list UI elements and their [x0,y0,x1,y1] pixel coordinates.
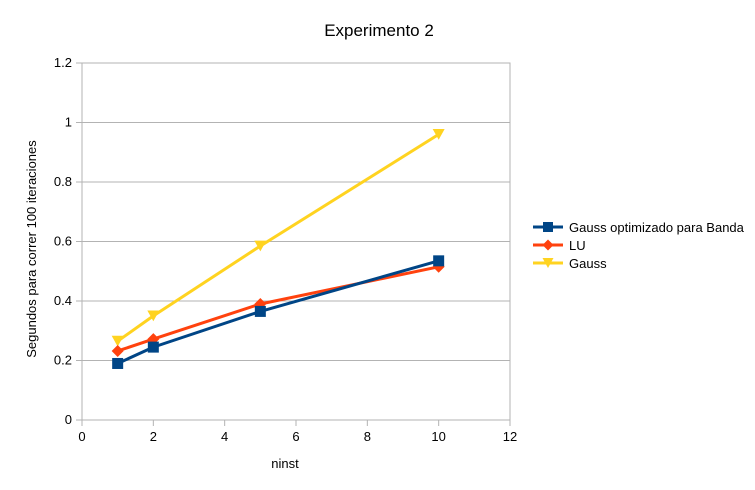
x-tick-label: 10 [431,429,445,444]
x-tick-label: 8 [364,429,371,444]
data-point [254,305,266,317]
legend-swatch-marker [543,222,553,232]
x-tick-label: 6 [292,429,299,444]
legend-label: Gauss optimizado para Banda [569,220,745,235]
series-line [117,259,440,365]
data-point [432,129,445,140]
legend-item: Gauss [533,256,607,271]
legend-swatch-marker [542,258,554,268]
x-axis: 0 2 4 6 8 10 12 [78,420,517,444]
grid-lines [82,62,510,421]
series-group [111,129,445,369]
x-tick-label: 2 [150,429,157,444]
x-axis-title: ninst [271,456,299,471]
series-gauss [111,129,445,347]
legend-label: LU [569,238,586,253]
y-axis: 0 0.2 0.4 0.6 0.8 1 1.2 [54,55,82,427]
y-tick-label: 0 [65,412,72,427]
legend-item: LU [533,238,586,253]
x-tick-label: 12 [503,429,517,444]
y-tick-label: 1.2 [54,55,72,70]
y-axis-title: Segundos para correr 100 iteraciones [24,140,39,358]
data-point [433,255,445,267]
data-point [111,344,124,357]
series-gauss-optimizado-para-banda [112,255,445,369]
y-tick-label: 1 [65,115,72,130]
data-point [112,357,124,369]
y-tick-label: 0.4 [54,293,72,308]
x-tick-label: 0 [78,429,85,444]
chart-title: Experimento 2 [324,21,434,40]
y-tick-label: 0.2 [54,353,72,368]
legend-item: Gauss optimizado para Banda [533,220,745,235]
y-tick-label: 0.8 [54,174,72,189]
series-line [116,133,440,343]
y-tick-label: 0.6 [54,234,72,249]
data-point [147,310,160,322]
data-point [254,240,267,252]
legend: Gauss optimizado para Banda LU Gauss [533,220,745,271]
x-tick-label: 4 [221,429,228,444]
data-point [111,335,124,347]
legend-label: Gauss [569,256,607,271]
data-point [147,341,159,353]
legend-swatch-marker [542,239,554,251]
